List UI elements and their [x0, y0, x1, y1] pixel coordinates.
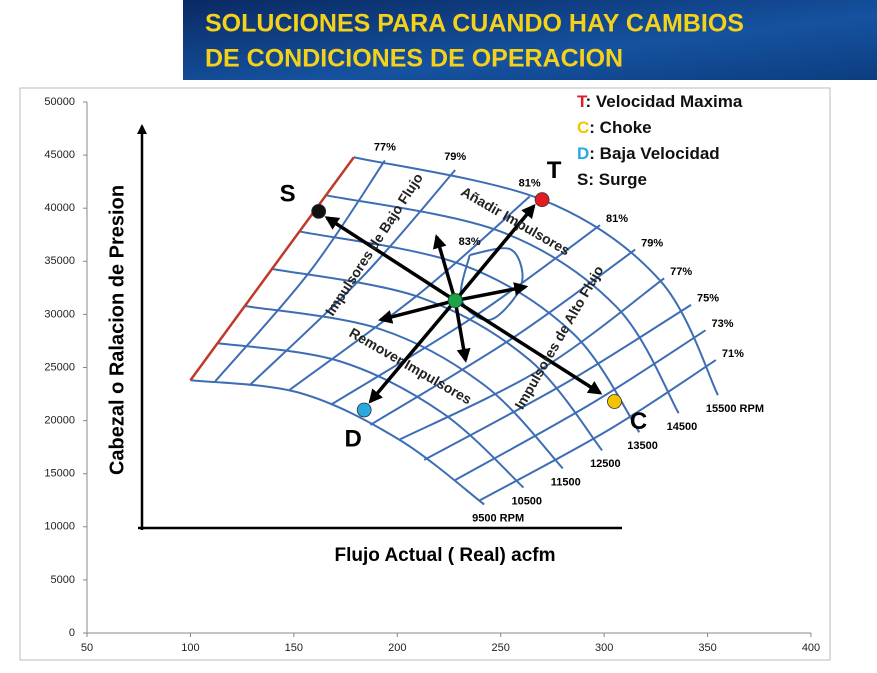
x-tick-label: 150 — [285, 642, 303, 654]
legend-entry: C: Choke — [577, 118, 652, 137]
y-axis-title: Cabezal o Ralacion de Presion — [106, 185, 128, 475]
y-tick-label: 15000 — [44, 468, 75, 480]
arrow — [378, 298, 456, 324]
efficiency-label: 77% — [670, 266, 692, 278]
center-point — [447, 293, 463, 309]
y-tick-label: 0 — [69, 627, 75, 639]
speed-label: 14500 — [667, 421, 698, 433]
efficiency-label: 81% — [606, 213, 628, 225]
legend-text: : Surge — [588, 170, 647, 189]
efficiency-label: 79% — [641, 238, 663, 250]
efficiency-line — [249, 169, 456, 386]
arrow — [324, 216, 457, 303]
point — [607, 394, 622, 409]
speed-label: 9500 RPM — [472, 512, 524, 524]
x-tick-label: 100 — [181, 642, 199, 654]
y-tick-label: 45000 — [44, 149, 75, 161]
speed-label: 12500 — [590, 458, 621, 470]
legend-letter: T — [577, 92, 588, 111]
y-tick-label: 20000 — [44, 415, 75, 427]
point-letter: S — [280, 181, 296, 208]
arrow — [453, 203, 536, 302]
x-tick-label: 350 — [698, 642, 716, 654]
arrow — [368, 299, 457, 404]
y-tick-label: 5000 — [51, 574, 75, 586]
point — [356, 402, 372, 418]
efficiency-label: 79% — [444, 151, 466, 163]
x-tick-label: 400 — [802, 642, 820, 654]
efficiency-label: 73% — [712, 318, 734, 330]
legend-letter: S — [577, 170, 588, 189]
speed-label: 11500 — [551, 476, 581, 488]
y-tick-label: 35000 — [44, 255, 75, 267]
arrow — [453, 300, 471, 363]
legend-entry: D: Baja Velocidad — [577, 144, 720, 163]
efficiency-line — [423, 303, 692, 461]
x-tick-label: 300 — [595, 642, 613, 654]
speed-label: 13500 — [627, 440, 658, 452]
efficiency-line — [214, 159, 386, 382]
arrow — [454, 282, 529, 303]
legend-letter: C — [577, 118, 589, 137]
legend-entry: T: Velocidad Maxima — [577, 92, 743, 111]
speed-line — [270, 267, 603, 451]
y-tick-label: 40000 — [44, 202, 75, 214]
x-tick-label: 50 — [81, 642, 93, 654]
efficiency-label: 71% — [722, 348, 744, 360]
efficiency-label: 81% — [519, 177, 541, 189]
speed-label: 15500 RPM — [706, 403, 764, 415]
efficiency-line — [454, 329, 707, 481]
speed-line — [244, 304, 564, 470]
speed-line — [326, 194, 680, 414]
point — [311, 203, 327, 219]
title-line: SOLUCIONES PARA CUANDO HAY CAMBIOS — [205, 10, 744, 38]
legend-text: : Baja Velocidad — [589, 144, 719, 163]
speed-line — [190, 379, 485, 506]
point-letter: T — [547, 157, 562, 184]
point-letter: C — [630, 408, 647, 435]
point-letter: D — [345, 425, 362, 452]
legend-letter: D — [577, 144, 589, 163]
speed-line — [353, 156, 719, 396]
surge-line — [189, 156, 355, 381]
efficiency-line — [479, 359, 717, 502]
title-banner — [183, 0, 877, 80]
legend-text: : Choke — [589, 118, 651, 137]
efficiency-label: 83% — [459, 236, 481, 248]
y-tick-label: 50000 — [44, 96, 75, 108]
efficiency-label: 75% — [697, 293, 719, 305]
x-tick-label: 250 — [492, 642, 510, 654]
x-tick-label: 200 — [388, 642, 406, 654]
x-axis-title: Flujo Actual ( Real) acfm — [335, 545, 556, 566]
efficiency-label: 77% — [374, 141, 396, 153]
legend-text: : Velocidad Maxima — [586, 92, 743, 111]
efficiency-line — [398, 277, 665, 441]
legend-entry: S: Surge — [577, 170, 647, 189]
arrow — [454, 299, 603, 395]
title-line: DE CONDICIONES DE OPERACION — [205, 45, 623, 73]
y-tick-label: 25000 — [44, 361, 75, 373]
efficiency-line — [289, 195, 531, 391]
y-tick-label: 30000 — [44, 308, 75, 320]
point — [534, 192, 550, 208]
speed-label: 10500 — [511, 495, 542, 507]
y-tick-label: 10000 — [44, 521, 75, 533]
arrow — [433, 234, 457, 302]
